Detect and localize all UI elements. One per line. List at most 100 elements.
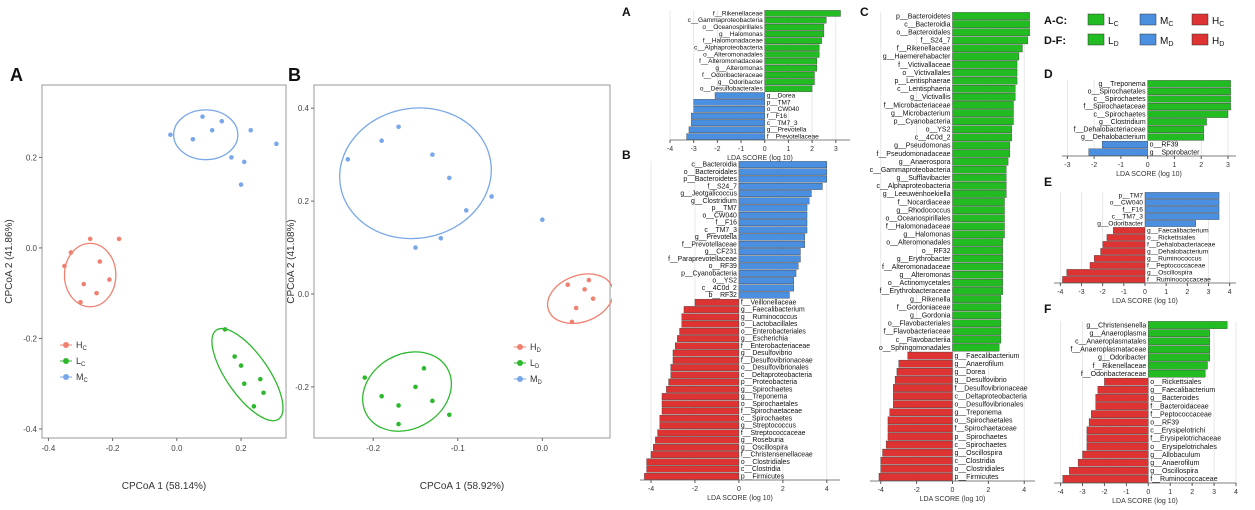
bar-o__Erysipelotrichales [1086, 442, 1149, 451]
bar-label: p__Cyanobacteria [681, 270, 737, 277]
bar-o__Sphingomonadales [952, 343, 1000, 352]
point-HD [565, 282, 571, 288]
bar-label: f__Gordoniaceae [897, 304, 951, 311]
bar-label: f__Desulfovibrionaceae [955, 385, 1028, 392]
bar-o__YS2 [952, 125, 1012, 134]
bar-label: g__Haemerehabacter [883, 54, 951, 61]
bar-label: c__4C0d_2 [702, 285, 737, 292]
bar-label: g__Ruminococcus [741, 314, 798, 321]
point-MD [540, 217, 545, 222]
bar-f__Desulfovibrionaceae [672, 356, 740, 364]
bar-c__Gammaproteobacteria [952, 165, 1007, 174]
bar-label: f__Desulfovibrionaceae [741, 357, 813, 364]
point-LC [238, 363, 244, 368]
bar-g__Christensenella [1148, 321, 1228, 329]
point-LD [421, 366, 427, 371]
bar-label: c__Spirochaetes [955, 442, 1008, 449]
bar-g__Dehalobacterium [1100, 248, 1146, 255]
x-axis-label: LDA SCORE (log 10) [920, 496, 986, 503]
bar-label: f__Spirochaetaceae [1083, 104, 1145, 111]
x-tick-label: -1 [738, 146, 744, 153]
bar-f__Rikenellaceae [952, 44, 1023, 53]
point-HC [116, 236, 122, 242]
bar-c__4C0d_2 [738, 284, 795, 292]
bar-o__Spirochaetales [887, 416, 953, 425]
bar-g__Dorea [714, 92, 765, 99]
bar-g__Clostridium [1147, 118, 1207, 126]
bar-label: o__CW040 [767, 106, 800, 113]
bar-g__Desulfovibrio [672, 349, 740, 357]
bar-f__Spirochaetaceae [1147, 103, 1231, 111]
bar-label: g__Roseburia [741, 437, 784, 444]
bar-label: f__F16 [767, 113, 788, 120]
bar-label: g__Odoribacter [718, 79, 764, 86]
bar-c__Spirochaetes [885, 440, 953, 449]
bar-o__Oceanospirillales [764, 23, 825, 31]
bar-o__Enterobacteriales [679, 327, 740, 335]
x-tick-label: -2 [1100, 289, 1106, 296]
y-tick-label: 0.4 [298, 104, 310, 113]
x-axis-label: LDA SCORE (log 10) [1116, 171, 1182, 178]
legend-item-label: LD [1108, 36, 1119, 48]
bar-o__RF32 [952, 246, 1003, 255]
bar-label: f__Prevotellaceae [682, 241, 737, 248]
bar-label: g__Spirochaetes [741, 386, 793, 393]
bar-label: g__Sufflavibacter [897, 175, 952, 182]
pcoa-plot-a: A -0.4 -0.2 0.0 0.2 0.2 0.0 -0.2 -0.4 CPCoA 1 (58… [0, 55, 290, 495]
legend-swatch-M [1139, 33, 1157, 46]
point-LD [447, 412, 452, 418]
x-tick-label: -3 [1079, 489, 1085, 496]
bar-c__4C0d_2 [952, 133, 1012, 142]
bar-c__Spirochaetes [1147, 110, 1229, 118]
bar-label: p__TM7 [767, 99, 791, 106]
bar-g__Prevotella [688, 126, 765, 133]
bar-label: c__TM7_3 [704, 227, 737, 234]
point-HC [107, 277, 112, 282]
bar-label: g__Desulfovibrio [741, 350, 792, 357]
bar-g__Prevotella [738, 233, 806, 241]
y-tick-label: 0.2 [26, 153, 38, 162]
bar-label: g__Treponema [1098, 81, 1145, 88]
point-MD [413, 245, 418, 250]
point-LD [413, 384, 418, 390]
bar-g__Roseburia [655, 436, 740, 444]
point-LC [241, 381, 247, 386]
bar-g__Odoribacter [764, 78, 815, 86]
bar-label: o__Bacteroidales [684, 169, 738, 176]
bar-f__Prevotellaceae [738, 240, 806, 248]
bar-g__Desulfovibrio [894, 376, 953, 384]
x-tick-label: 1 [1172, 162, 1176, 169]
legend-swatch-L [1087, 13, 1105, 26]
bar-o__Flavobacteriales [952, 319, 1002, 328]
bar-o__Clostridiales [880, 465, 953, 473]
x-tick-label: 2 [986, 487, 990, 494]
bar-label: c__Deltaproteobacteria [955, 393, 1027, 400]
bar-f__Anaeroplasmataceae [1148, 345, 1210, 354]
bar-o__Bacteroidales [738, 168, 827, 176]
x-tick-label: -4 [1057, 289, 1063, 296]
x-tick-label: 0 [1146, 489, 1150, 496]
bar-label: f__Dehalobacteriaceae [1147, 241, 1216, 248]
bar-g__Microbacterium [952, 109, 1014, 117]
point-LC [222, 327, 228, 332]
bar-g__Gordonia [952, 311, 1002, 320]
point-HC [94, 290, 99, 296]
point-LD [379, 393, 384, 399]
bar-f__Odoribacteraceae [764, 71, 815, 79]
panel-letter: A [10, 65, 23, 85]
bar-label: c__Erysipelotrichi [1150, 428, 1205, 435]
bar-g__Anaerofilum [898, 359, 953, 368]
bar-label: f__Bacteroidaceae [1150, 403, 1208, 410]
x-tick-label: -2 [1101, 489, 1107, 496]
legend-label-L: LC [76, 356, 86, 368]
bar-o__CW040 [738, 211, 808, 219]
x-tick-label: 2 [1185, 289, 1189, 296]
bar-label: g__Desulfovibrio [955, 377, 1007, 384]
bar-label: g__Anaerospora [899, 159, 951, 166]
point-MD [379, 138, 384, 144]
bar-label: f__Halomonadaceae [886, 224, 951, 231]
